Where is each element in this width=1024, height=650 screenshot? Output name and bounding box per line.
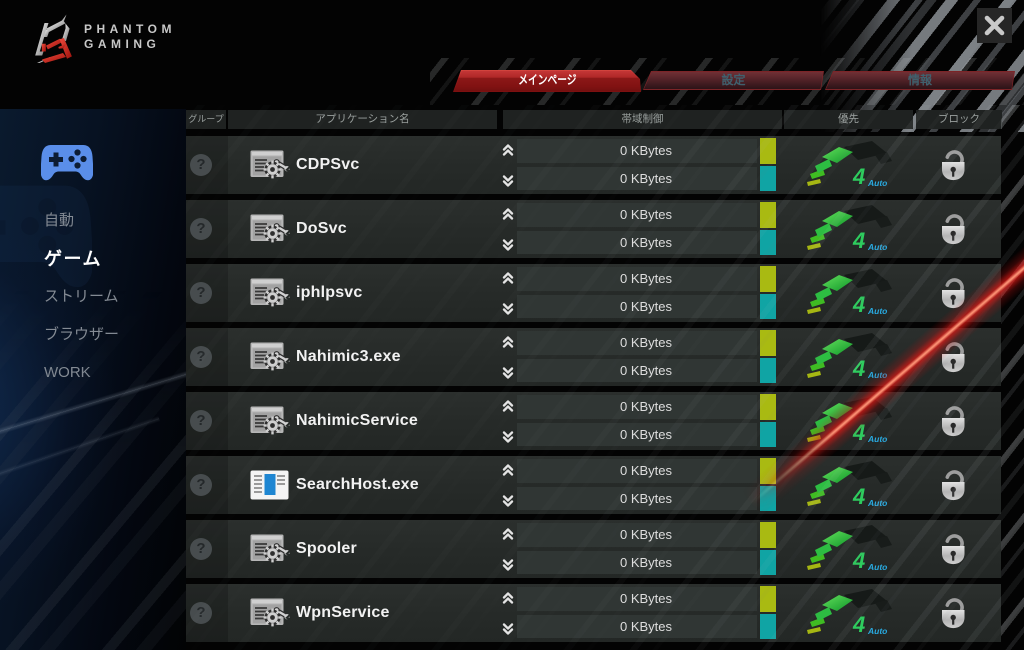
svg-text:Auto: Auto: [867, 242, 887, 252]
svg-text:4: 4: [852, 612, 865, 637]
svg-text:Auto: Auto: [867, 178, 887, 188]
svg-text:4: 4: [852, 228, 865, 253]
svg-text:Auto: Auto: [867, 498, 887, 508]
svg-text:4: 4: [852, 548, 865, 573]
svg-text:Auto: Auto: [867, 434, 887, 444]
svg-text:4: 4: [852, 164, 865, 189]
svg-text:Auto: Auto: [867, 562, 887, 572]
svg-text:4: 4: [852, 292, 865, 317]
svg-text:4: 4: [852, 356, 865, 381]
svg-text:Auto: Auto: [867, 306, 887, 316]
svg-text:4: 4: [852, 484, 865, 509]
svg-text:Auto: Auto: [867, 626, 887, 636]
